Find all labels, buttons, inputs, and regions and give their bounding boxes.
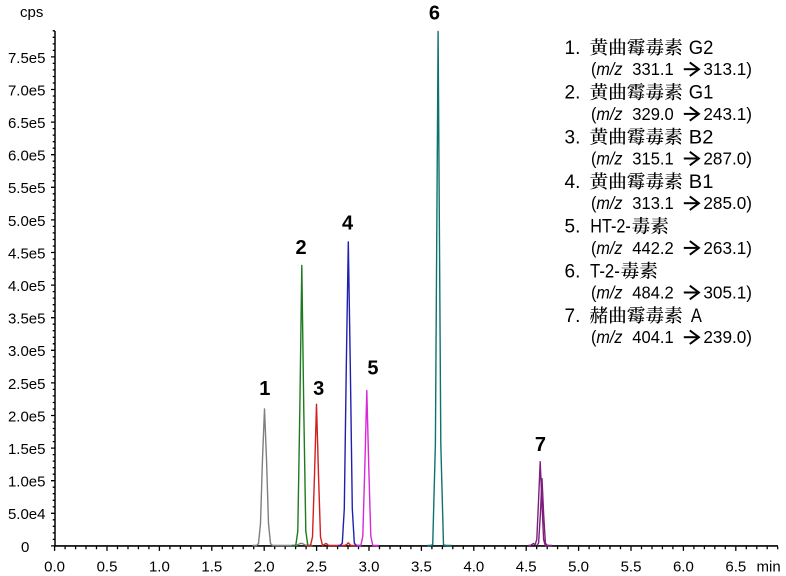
svg-text:B2: B2 [689,126,714,148]
svg-text:5.0: 5.0 [568,559,589,576]
svg-text:6.: 6. [565,261,581,282]
svg-text:5.5e5: 5.5e5 [8,180,46,197]
svg-text:6.0: 6.0 [673,559,694,576]
svg-text:305.1): 305.1) [703,282,752,302]
svg-text:3.0e5: 3.0e5 [8,343,46,360]
svg-text:0.0: 0.0 [44,559,65,576]
svg-text:T-2-: T-2- [590,260,620,282]
svg-text:7: 7 [535,434,546,456]
svg-text:min: min [757,559,781,576]
svg-text:4: 4 [342,213,354,235]
svg-text:(m/z: (m/z [591,193,623,213]
svg-text:5: 5 [367,358,378,380]
svg-text:0.5: 0.5 [97,559,118,576]
svg-text:(m/z: (m/z [591,282,623,302]
svg-text:285.0): 285.0) [703,193,752,213]
svg-text:2: 2 [295,237,306,259]
svg-text:HT-2-: HT-2- [590,216,631,238]
svg-text:1.0: 1.0 [149,559,170,576]
svg-text:263.1): 263.1) [703,238,752,258]
svg-text:2.5: 2.5 [306,559,327,576]
svg-text:329.0: 329.0 [632,104,674,124]
svg-text:3.: 3. [565,127,581,148]
svg-text:(m/z: (m/z [591,59,623,79]
svg-text:404.1: 404.1 [632,327,673,347]
svg-text:7.0e5: 7.0e5 [8,82,46,99]
svg-text:6: 6 [429,3,440,25]
svg-text:(m/z: (m/z [591,238,623,258]
svg-text:5.0e4: 5.0e4 [8,506,46,523]
svg-text:4.5: 4.5 [516,559,537,576]
svg-text:4.: 4. [565,172,581,193]
svg-text:6.0e5: 6.0e5 [8,148,46,165]
svg-text:313.1: 313.1 [632,193,673,213]
svg-text:331.1: 331.1 [632,59,673,79]
svg-text:1: 1 [259,378,270,400]
svg-text:2.0e5: 2.0e5 [8,408,46,425]
svg-text:287.0): 287.0) [703,148,752,168]
svg-text:3.5: 3.5 [411,559,432,576]
svg-text:5.0e5: 5.0e5 [8,213,46,230]
svg-text:B1: B1 [689,171,714,193]
svg-text:2.5e5: 2.5e5 [8,376,46,393]
svg-text:A: A [691,305,702,327]
svg-text:G2: G2 [689,37,714,59]
svg-text:4.0: 4.0 [463,559,484,576]
svg-text:3.0: 3.0 [359,559,380,576]
svg-text:2.: 2. [565,83,581,104]
svg-text:243.1): 243.1) [703,104,752,124]
svg-text:442.2: 442.2 [632,238,673,258]
svg-text:7.5e5: 7.5e5 [8,50,46,67]
svg-text:3.5e5: 3.5e5 [8,311,46,328]
svg-text:1.5: 1.5 [201,559,222,576]
svg-text:(m/z: (m/z [591,104,623,124]
svg-text:239.0): 239.0) [703,327,752,347]
svg-text:3: 3 [313,378,324,400]
svg-text:7.: 7. [565,306,581,327]
svg-text:5.5: 5.5 [621,559,642,576]
svg-text:(m/z: (m/z [591,148,623,168]
svg-text:2.0: 2.0 [254,559,275,576]
svg-text:cps: cps [20,4,43,21]
svg-text:6.5: 6.5 [725,559,746,576]
svg-text:G1: G1 [689,82,714,104]
svg-text:1.: 1. [565,38,581,59]
svg-text:1.0e5: 1.0e5 [8,474,46,491]
svg-text:4.0e5: 4.0e5 [8,278,46,295]
svg-text:313.1): 313.1) [703,59,752,79]
svg-text:5.: 5. [565,217,581,238]
svg-text:6.5e5: 6.5e5 [8,115,46,132]
svg-text:1.5e5: 1.5e5 [8,441,46,458]
svg-text:484.2: 484.2 [632,282,673,302]
svg-text:315.1: 315.1 [632,148,673,168]
svg-text:0: 0 [21,539,29,556]
svg-text:(m/z: (m/z [591,327,623,347]
svg-text:4.5e5: 4.5e5 [8,245,46,262]
